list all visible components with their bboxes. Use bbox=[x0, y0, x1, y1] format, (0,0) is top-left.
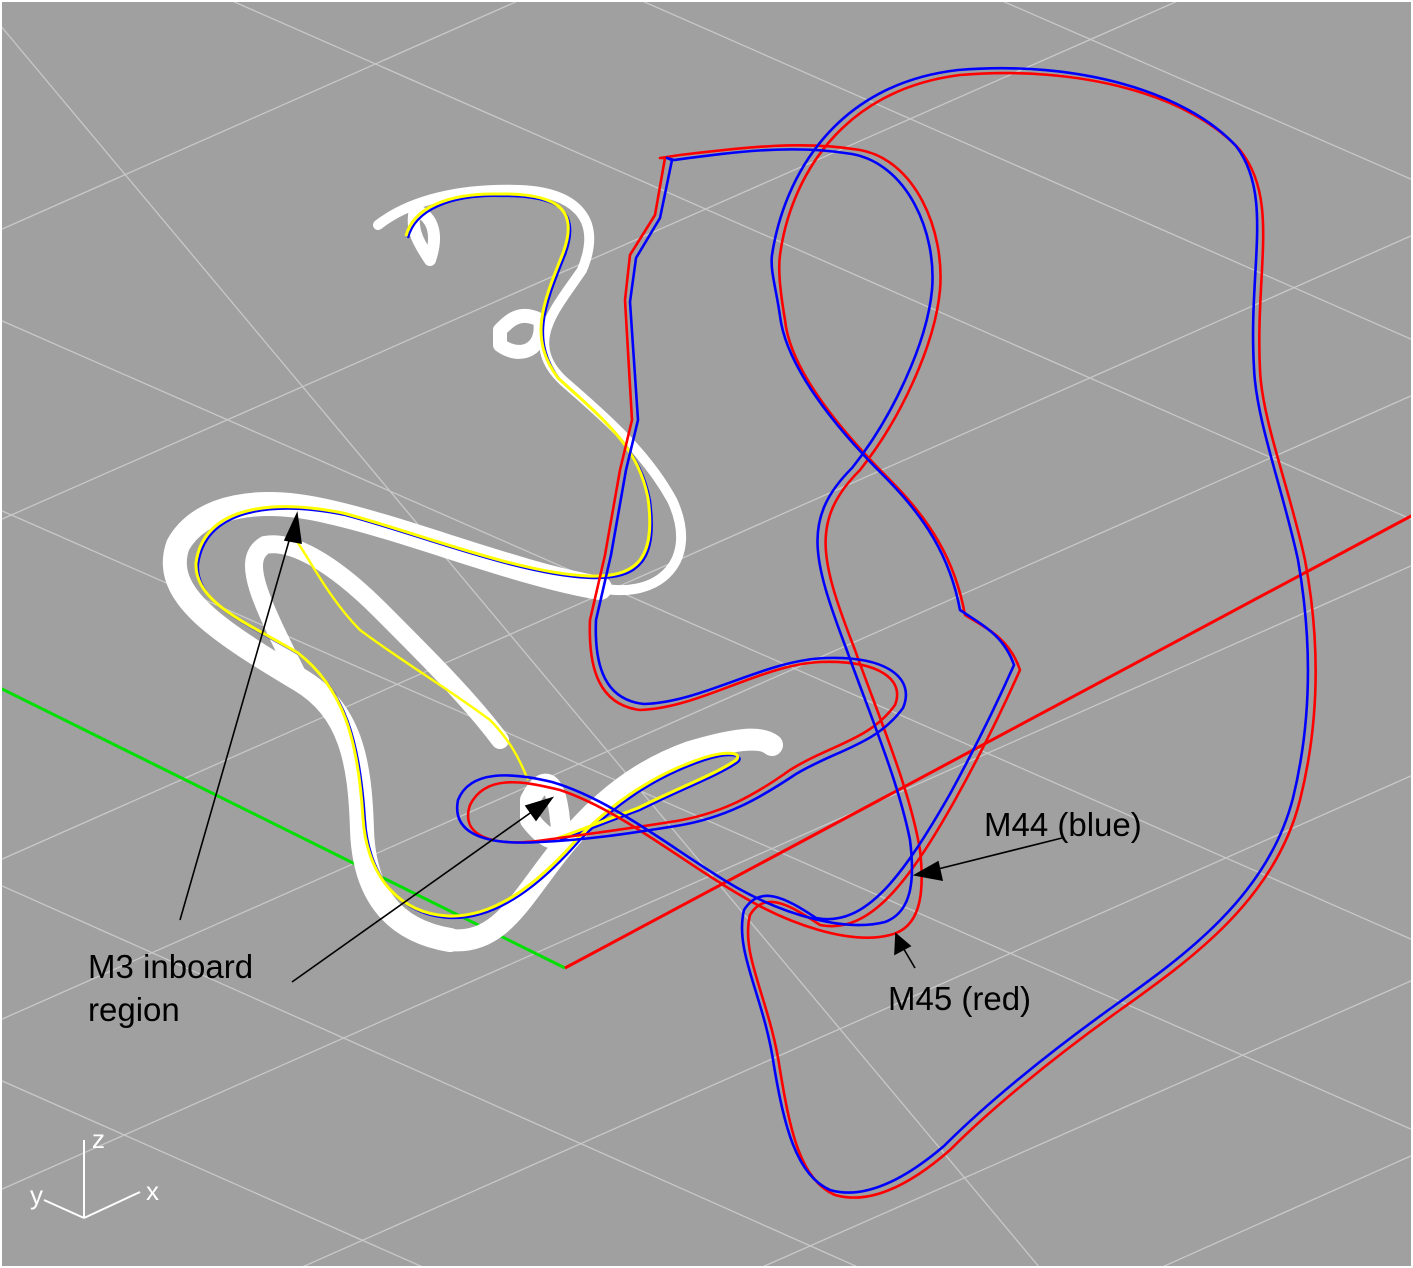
triad-z-label: z bbox=[92, 1124, 105, 1154]
triad-y-line bbox=[44, 1200, 84, 1218]
triad-x-label: x bbox=[146, 1176, 159, 1206]
m45-label: M45 (red) bbox=[888, 980, 1031, 1017]
triad-x-line bbox=[84, 1192, 140, 1218]
m44-label: M44 (blue) bbox=[984, 806, 1142, 843]
annotation-leaders bbox=[180, 514, 1062, 982]
axis-triad: z x y bbox=[30, 1124, 159, 1218]
m3-label-line1: M3 inboard bbox=[88, 948, 253, 985]
m3-offset-band bbox=[175, 190, 772, 941]
m3-label-line2: region bbox=[88, 991, 180, 1028]
triad-y-label: y bbox=[30, 1180, 43, 1210]
